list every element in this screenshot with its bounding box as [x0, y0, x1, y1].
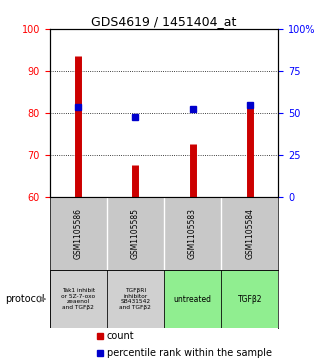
- Bar: [221, 270, 278, 328]
- Text: TGFβ2: TGFβ2: [237, 294, 262, 303]
- Text: GSM1105584: GSM1105584: [245, 208, 254, 259]
- Text: TGFβRI
inhibitor
SB431542
and TGFβ2: TGFβRI inhibitor SB431542 and TGFβ2: [119, 288, 151, 310]
- Text: GSM1105585: GSM1105585: [131, 208, 140, 259]
- Text: Tak1 inhibit
or 5Z-7-oxo
zeaenol
and TGFβ2: Tak1 inhibit or 5Z-7-oxo zeaenol and TGF…: [61, 288, 95, 310]
- Text: GSM1105586: GSM1105586: [74, 208, 83, 259]
- Text: untreated: untreated: [173, 294, 212, 303]
- Title: GDS4619 / 1451404_at: GDS4619 / 1451404_at: [91, 15, 237, 28]
- Bar: [164, 270, 221, 328]
- Text: count: count: [107, 331, 134, 341]
- Text: percentile rank within the sample: percentile rank within the sample: [107, 348, 272, 358]
- Text: protocol: protocol: [5, 294, 45, 304]
- Bar: [107, 270, 164, 328]
- Bar: [50, 270, 107, 328]
- Text: GSM1105583: GSM1105583: [188, 208, 197, 259]
